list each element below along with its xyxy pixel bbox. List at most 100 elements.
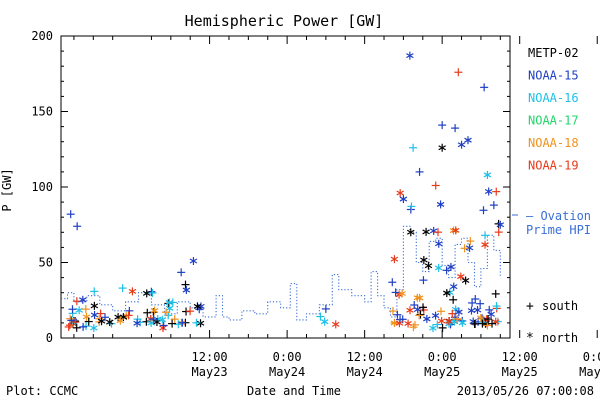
marker-stroke [487,311,495,317]
y-axis-label: P [GW] [0,168,14,211]
marker-stroke [165,300,174,306]
south-marker [433,320,442,329]
south-marker [479,206,488,215]
south-marker [118,284,127,293]
south-marker [72,323,81,332]
south-marker [431,181,440,190]
south-marker [177,268,186,277]
marker-stroke [90,325,98,331]
marker-stroke [153,319,161,325]
north-marker [406,51,414,60]
south-marker [148,288,157,297]
south-marker [453,314,462,323]
x-tick-date-label: May25 [502,365,538,379]
marker-stroke [429,228,438,234]
north-marker [484,187,493,196]
north-marker [182,286,191,295]
marker-stroke [82,314,91,320]
marker-stroke [97,318,106,324]
x-tick-time-label: 0:00 [273,350,302,364]
south-marker [388,278,397,287]
south-marker [90,287,99,296]
marker-stroke [105,319,114,325]
marker-stroke [390,256,399,262]
marker-key-symbol: + [526,299,534,314]
marker-stroke [443,290,451,296]
north-marker [97,317,106,326]
south-marker [124,311,133,320]
marker-stroke [437,318,446,324]
legend: METP-02 NOAA-15 NOAA-16 NOAA-17 NOAA-18 NOAA-… [512,46,591,346]
north-marker [90,323,98,332]
north-marker [395,319,404,328]
marker-stroke [465,245,474,251]
south-marker [66,314,75,323]
north-marker [434,239,443,248]
x-tick-date-label: May23 [192,365,228,379]
north-marker [75,306,83,315]
south-marker [195,305,204,314]
marker-stroke [399,196,408,202]
north-marker [396,189,404,198]
south-marker [186,307,195,316]
south-marker [492,187,501,196]
marker-stroke [415,295,424,301]
north-marker [79,295,87,304]
north-marker [90,310,99,319]
marker-stroke [431,313,440,319]
x-tick-date-label: May25 [424,365,460,379]
south-marker [181,280,190,289]
marker-stroke [395,320,404,326]
marker-stroke [406,307,414,313]
south-marker [485,305,494,314]
marker-stroke [182,287,191,293]
north-marker [320,317,329,326]
marker-stroke [457,274,465,280]
south-marker [125,306,134,315]
x-tick-date-label: May26 [579,365,600,379]
marker-stroke [331,321,340,327]
north-marker [193,302,202,311]
x-tick-time-label: 0:00 [428,350,457,364]
north-marker [483,170,492,179]
north-marker [477,313,485,322]
south-marker [410,320,419,329]
north-marker [105,318,114,327]
marker-stroke [196,320,205,326]
south-marker [388,307,397,316]
north-marker [467,306,476,315]
north-marker [449,282,458,291]
marker-stroke [406,53,414,59]
south-marker [192,318,201,327]
south-marker [71,318,80,327]
north-marker [404,319,412,328]
north-marker [443,289,451,298]
south-marker [449,295,458,304]
marker-stroke [434,241,443,247]
legend-entry: NOAA-16 [528,91,579,105]
south-marker [419,303,428,312]
north-marker [142,289,151,298]
south-marker [67,316,76,325]
marker-stroke [404,320,412,327]
south-marker [409,143,418,152]
north-marker [445,317,453,326]
north-marker [457,140,466,149]
north-marker [422,227,430,236]
north-marker [455,308,463,317]
marker-stroke [133,320,141,326]
south-marker [407,202,416,211]
marker-stroke [436,201,445,207]
north-marker [496,220,505,229]
legend-entry: METP-02 [528,46,579,60]
marker-stroke [481,242,489,248]
south-marker [478,319,487,328]
y-tick-label: 200 [31,29,53,43]
marker-stroke [457,142,466,148]
north-marker [464,136,472,145]
marker-stroke [464,137,472,143]
plot-area: 05010015020012:00May230:00May2412:00May2… [31,29,600,379]
north-marker [331,320,340,329]
marker-stroke [458,320,467,326]
